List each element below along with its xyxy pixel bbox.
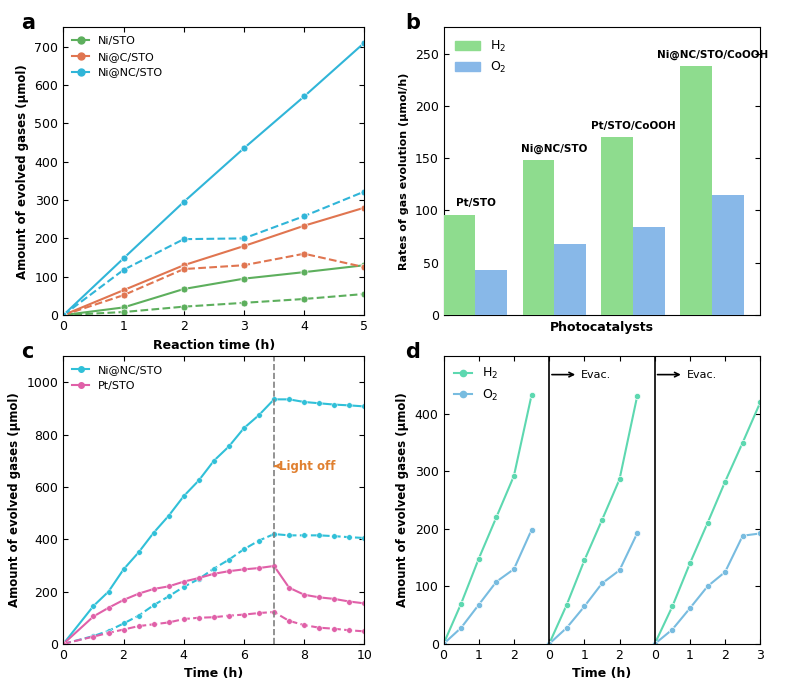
Bar (601, 137, 634, 315)
Legend: Ni/STO, Ni@C/STO, Ni@NC/STO: Ni/STO, Ni@C/STO, Ni@NC/STO (69, 33, 166, 81)
Y-axis label: Amount of evolved gases (μmol): Amount of evolved gases (μmol) (16, 64, 29, 279)
Text: c: c (21, 342, 33, 362)
Bar (475, 270, 508, 315)
Legend: Ni@NC/STO, Pt/STO: Ni@NC/STO, Pt/STO (69, 362, 166, 394)
X-axis label: Photocatalysts: Photocatalysts (550, 321, 654, 334)
Text: Evac.: Evac. (657, 370, 717, 379)
Legend: H$_2$, O$_2$: H$_2$, O$_2$ (450, 34, 512, 80)
Y-axis label: Amount of evolved gases (μmol): Amount of evolved gases (μmol) (8, 393, 21, 608)
Bar (680, 66, 713, 315)
Bar (444, 214, 475, 315)
Text: Pt/STO/CoOOH: Pt/STO/CoOOH (591, 121, 676, 131)
Legend: H$_2$, O$_2$: H$_2$, O$_2$ (450, 362, 503, 406)
Text: Light off: Light off (276, 460, 335, 473)
X-axis label: Reaction time (h): Reaction time (h) (153, 338, 275, 351)
Bar (634, 227, 665, 315)
Y-axis label: Rates of gas evolution (μmol/h): Rates of gas evolution (μmol/h) (399, 73, 409, 270)
Text: Evac.: Evac. (552, 370, 611, 379)
Bar (523, 160, 554, 315)
Text: Pt/STO: Pt/STO (455, 199, 495, 208)
X-axis label: Time (h): Time (h) (573, 667, 631, 680)
X-axis label: Time (h): Time (h) (185, 667, 243, 680)
Text: b: b (406, 13, 421, 33)
Text: d: d (406, 342, 421, 362)
Text: a: a (21, 13, 35, 33)
Bar (554, 244, 586, 315)
Text: Ni@NC/STO/CoOOH: Ni@NC/STO/CoOOH (657, 49, 768, 60)
Y-axis label: Amount of evolved gases (μmol): Amount of evolved gases (μmol) (396, 393, 409, 608)
Bar (713, 195, 744, 315)
Text: Ni@NC/STO: Ni@NC/STO (521, 144, 588, 154)
